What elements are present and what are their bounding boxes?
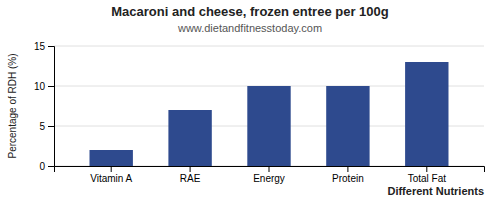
x-axis-line	[55, 167, 485, 173]
y-axis-line	[48, 47, 55, 167]
x-tick-mark	[426, 166, 427, 172]
x-tick: RAE	[180, 166, 201, 184]
y-tick: 5	[39, 121, 54, 132]
x-tick-label: Total Fat	[408, 173, 447, 184]
x-tick: Protein	[332, 166, 364, 184]
x-tick-label: Protein	[332, 173, 364, 184]
bar	[405, 62, 448, 166]
y-tick: 15	[34, 41, 54, 52]
x-tick-mark	[190, 166, 191, 172]
bar	[247, 86, 290, 166]
x-axis: Vitamin A RAE Energy Protein Total Fat	[55, 166, 485, 184]
y-tick-mark	[48, 126, 54, 127]
title: Macaroni and cheese, frozen entree per 1…	[111, 4, 388, 19]
x-tick: Total Fat	[408, 166, 447, 184]
y-axis-title: Percentage of RDH (%)	[7, 53, 18, 158]
x-tick: Energy	[253, 166, 285, 184]
x-tick-mark	[347, 166, 348, 172]
y-axis: 0 5 10 15	[34, 41, 55, 172]
y-tick-mark	[48, 46, 54, 47]
bar	[326, 86, 369, 166]
bar	[168, 110, 211, 166]
y-tick: 0	[39, 161, 54, 172]
y-tick-label: 15	[34, 41, 46, 52]
y-tick-label: 5	[39, 121, 45, 132]
grid	[54, 46, 484, 166]
chart-container: Macaroni and cheese, frozen entree per 1…	[0, 0, 500, 200]
bar	[90, 150, 133, 166]
subtitle: www.dietandfitnesstoday.com	[177, 22, 322, 34]
x-axis-title: Different Nutrients	[387, 185, 484, 197]
y-tick-label: 0	[39, 161, 45, 172]
x-tick-label: Vitamin A	[90, 173, 132, 184]
x-tick-label: RAE	[180, 173, 201, 184]
x-tick-label: Energy	[253, 173, 285, 184]
y-tick-label: 10	[34, 81, 46, 92]
chart-svg: Macaroni and cheese, frozen entree per 1…	[0, 0, 500, 200]
x-tick-mark	[269, 166, 270, 172]
grid-line	[54, 46, 484, 47]
y-tick: 10	[34, 81, 54, 92]
x-tick-mark	[111, 166, 112, 172]
y-tick-mark	[48, 166, 54, 167]
y-tick-mark	[48, 86, 54, 87]
x-tick: Vitamin A	[90, 166, 132, 184]
bars	[90, 62, 449, 166]
plot-area: 0 5 10 15 Vitamin A RAE Energy Protein Total Fat…	[7, 41, 485, 197]
